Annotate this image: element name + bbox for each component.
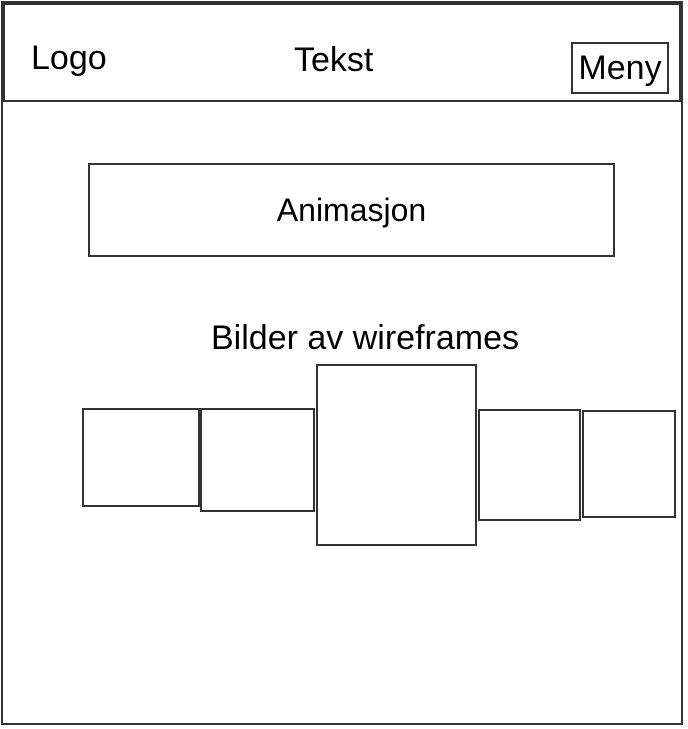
logo[interactable]: Logo xyxy=(31,39,107,77)
wireframe-thumbnail[interactable] xyxy=(478,409,581,521)
wireframe-thumbnail-featured[interactable] xyxy=(316,364,477,546)
header-text: Tekst xyxy=(294,41,374,79)
header-bar: Logo Tekst Meny xyxy=(3,3,681,102)
gallery-caption: Bilder av wireframes xyxy=(211,319,519,357)
wireframe-thumbnail[interactable] xyxy=(82,408,200,507)
animation-placeholder: Animasjon xyxy=(88,163,615,257)
wireframe-thumbnail[interactable] xyxy=(200,408,315,512)
wireframe-thumbnail[interactable] xyxy=(582,410,676,518)
menu-button[interactable]: Meny xyxy=(571,42,669,94)
